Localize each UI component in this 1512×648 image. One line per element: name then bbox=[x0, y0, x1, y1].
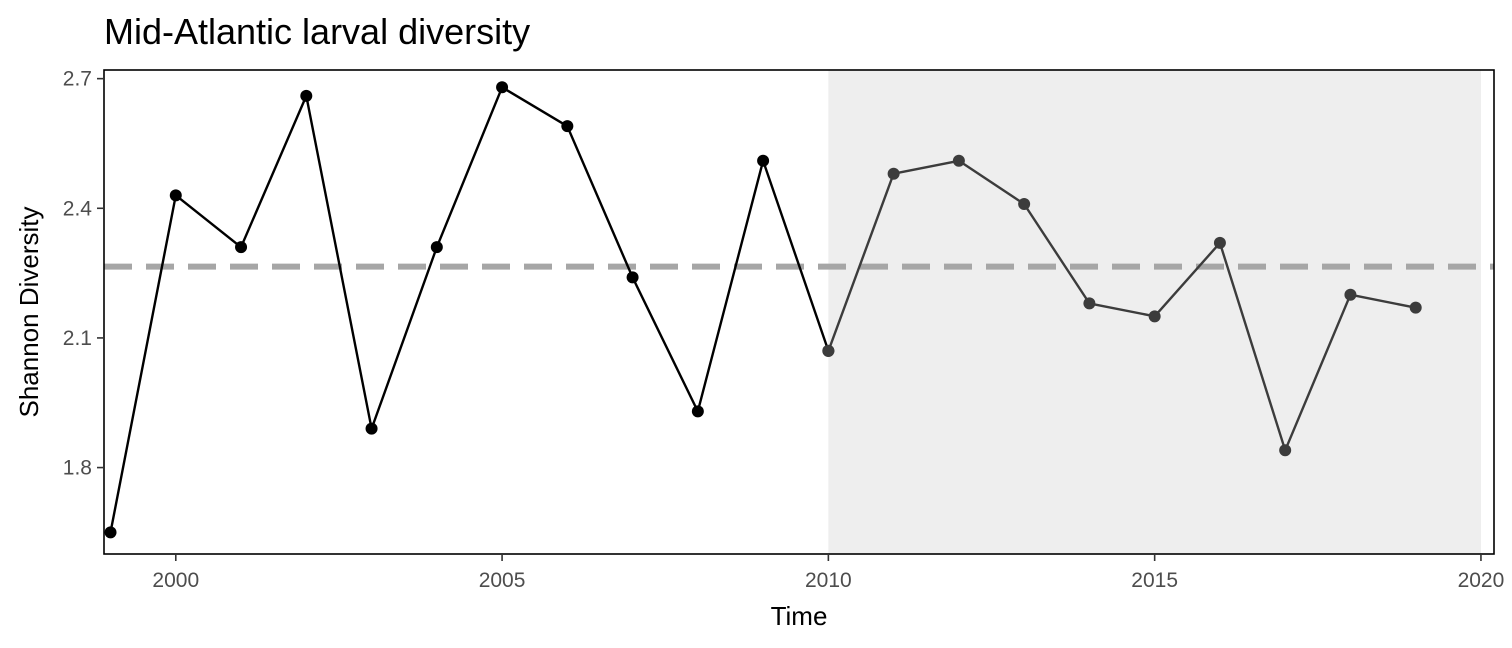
data-point bbox=[626, 271, 639, 284]
data-point bbox=[952, 154, 965, 167]
x-tick-label: 2000 bbox=[152, 569, 199, 592]
plot-area bbox=[104, 70, 1494, 554]
data-point bbox=[365, 422, 378, 435]
data-point bbox=[757, 154, 770, 167]
data-point bbox=[430, 241, 443, 254]
x-axis-title: Time bbox=[771, 601, 828, 631]
y-axis-title: Shannon Diversity bbox=[14, 207, 44, 418]
data-point bbox=[887, 167, 900, 180]
data-point bbox=[1148, 310, 1161, 323]
data-point bbox=[1344, 288, 1357, 301]
y-tick-label: 2.7 bbox=[63, 68, 92, 91]
data-point bbox=[822, 344, 835, 357]
data-point bbox=[496, 81, 509, 94]
data-point bbox=[300, 89, 313, 102]
data-point bbox=[1083, 297, 1096, 310]
y-tick-label: 2.4 bbox=[63, 197, 93, 220]
data-point bbox=[691, 405, 704, 418]
data-point bbox=[1409, 301, 1422, 314]
data-point bbox=[1279, 444, 1292, 457]
series-line-2 bbox=[827, 159, 1416, 452]
x-tick-label: 2020 bbox=[1458, 569, 1505, 592]
data-point bbox=[1018, 197, 1031, 210]
y-tick-label: 2.1 bbox=[63, 327, 92, 350]
data-point bbox=[235, 241, 248, 254]
x-tick-label: 2015 bbox=[1131, 569, 1178, 592]
y-tick-label: 1.8 bbox=[63, 457, 92, 480]
data-point bbox=[561, 120, 574, 133]
data-point bbox=[1213, 236, 1226, 249]
plot-border bbox=[103, 69, 1495, 555]
axes: 2000 2005 2010 2015 2020 1.8 2.1 2.4 2.7 bbox=[63, 68, 1505, 592]
x-tick-label: 2010 bbox=[805, 569, 852, 592]
series-line-1 bbox=[109, 86, 830, 533]
x-tick-label: 2005 bbox=[479, 569, 526, 592]
chart-title: Mid-Atlantic larval diversity bbox=[104, 11, 530, 52]
data-point bbox=[104, 526, 117, 539]
data-point bbox=[169, 189, 182, 202]
